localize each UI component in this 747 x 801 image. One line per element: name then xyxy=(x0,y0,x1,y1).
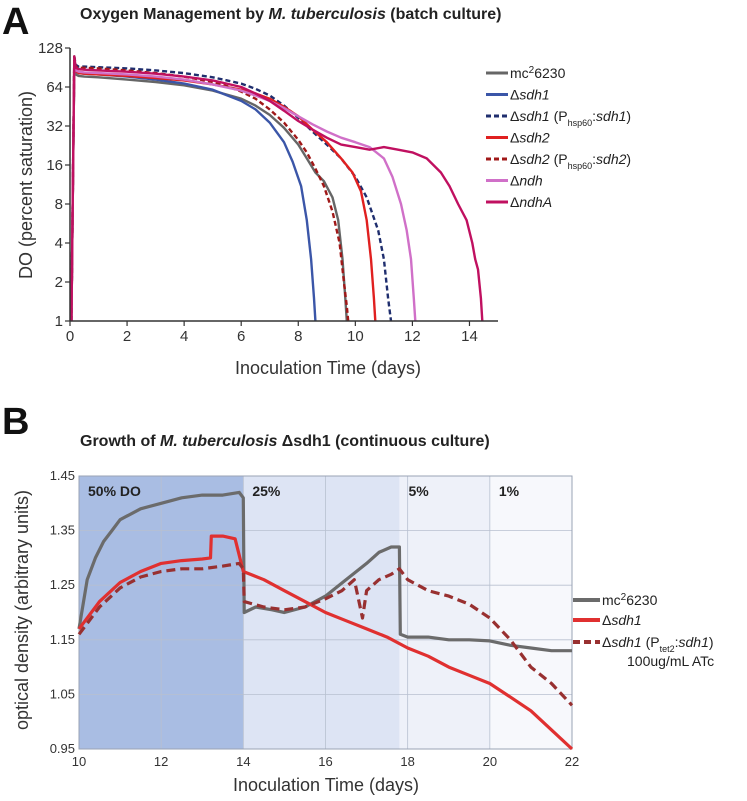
panel-a-x-tick-label: 8 xyxy=(294,328,302,345)
panel-a-y-tick-label: 2 xyxy=(55,274,63,291)
panel-b: B Growth of M. tuberculosis Δsdh1 (conti… xyxy=(2,401,714,795)
panel-b-legend: mc26230 Δsdh1 Δsdh1 (Ptet2:sdh1)100ug/mL A… xyxy=(573,592,714,669)
panel-b-y-axis-label: optical density (arbitrary units) xyxy=(12,490,32,730)
panel-b-x-tick-label: 16 xyxy=(318,754,332,769)
panel-a-title: Oxygen Management by M. tuberculosis (ba… xyxy=(80,6,501,23)
panel-b-plot-frame xyxy=(78,475,573,750)
panel-b-x-axis-label: Inoculation Time (days) xyxy=(233,775,419,795)
panel-b-series-line-sdh1 xyxy=(77,534,574,751)
panel-a-legend-entry: mc26230 xyxy=(510,65,566,82)
panel-a-legend-entry: Δsdh1 (Phsp60:sdh1) xyxy=(510,108,631,128)
panel-a-x-tick-label: 14 xyxy=(461,328,478,345)
panel-b-legend-entry: Δsdh1 (Ptet2:sdh1) xyxy=(602,634,714,654)
panel-b-series-line-sdh1-ptet2-sdh1-100ug-ml-atc xyxy=(77,561,574,707)
panel-b-x-tick-label: 10 xyxy=(72,754,86,769)
panel-a-x-ticks: 0 2 4 6 8 10 12 14 xyxy=(66,321,478,345)
panel-a-x-tick-label: 4 xyxy=(180,328,188,345)
panel-a-x-tick-label: 6 xyxy=(237,328,245,345)
panel-a-x-tick-label: 10 xyxy=(347,328,364,345)
panel-b-x-tick-label: 20 xyxy=(483,754,497,769)
panel-a-y-axis-label: DO (percent saturation) xyxy=(16,91,36,279)
panel-a-series-line-sdh1-phsp60-sdh1 xyxy=(70,55,393,322)
panel-a-x-tick-label: 2 xyxy=(123,328,131,345)
panel-a-legend-entry: Δndh xyxy=(510,173,543,189)
panel-a-legend-entry: Δsdh2 (Phsp60:sdh2) xyxy=(510,151,631,171)
panel-a-y-tick-label: 1 xyxy=(55,313,63,330)
panel-b-y-tick-label: 1.15 xyxy=(50,632,75,647)
panel-a-axes xyxy=(69,48,498,322)
panel-b-y-tick-label: 1.05 xyxy=(50,686,75,701)
panel-b-letter: B xyxy=(2,401,29,443)
panel-b-x-ticks: 10 12 14 16 18 20 22 xyxy=(72,754,579,769)
panel-b-x-tick-label: 12 xyxy=(154,754,168,769)
panel-a-legend: mc26230 Δsdh1 Δsdh1 (Phsp60:sdh1) Δsdh2 Δsdh… xyxy=(486,65,631,210)
panel-a-x-tick-label: 12 xyxy=(404,328,421,345)
panel-a-y-ticks: 1 2 4 8 16 32 64 128 xyxy=(38,40,70,330)
panel-a-series xyxy=(70,55,484,322)
panel-b-y-tick-label: 0.95 xyxy=(50,741,75,756)
panel-b-legend-entry: Δsdh1 xyxy=(602,612,642,628)
panel-a: A Oxygen Management by M. tuberculosis (… xyxy=(2,1,631,378)
panel-a-letter: A xyxy=(2,1,29,43)
panel-b-phase-label: 5% xyxy=(408,483,429,499)
panel-a-y-tick-label: 8 xyxy=(55,196,63,213)
panel-b-x-tick-label: 18 xyxy=(400,754,414,769)
panel-a-legend-entry: Δsdh1 xyxy=(510,87,550,103)
panel-b-series xyxy=(77,490,574,751)
panel-b-legend-entry: mc26230 xyxy=(602,592,658,609)
panel-a-y-tick-label: 64 xyxy=(46,79,63,96)
panel-b-phase-label: 50% DO xyxy=(88,483,141,499)
panel-b-phase-label: 25% xyxy=(252,483,281,499)
panel-b-x-tick-label: 14 xyxy=(236,754,250,769)
panel-b-x-tick-label: 22 xyxy=(565,754,579,769)
panel-b-series-line-mc-6230 xyxy=(77,490,572,653)
panel-b-phase-band-1 xyxy=(489,476,572,749)
panel-a-series-line-ndha xyxy=(70,55,484,322)
panel-a-y-tick-label: 128 xyxy=(38,40,63,57)
panel-a-legend-entry: Δsdh2 xyxy=(510,130,550,146)
panel-b-phase-label: 1% xyxy=(499,483,520,499)
panel-a-x-tick-label: 0 xyxy=(66,328,74,345)
panel-a-x-axis-label: Inoculation Time (days) xyxy=(235,358,421,378)
panel-b-y-tick-label: 1.45 xyxy=(50,468,75,483)
panel-b-phase-band-5 xyxy=(399,476,490,749)
panel-b-legend-entry-line2: 100ug/mL ATc xyxy=(627,653,714,669)
panel-b-title: Growth of M. tuberculosis Δsdh1 (continu… xyxy=(80,433,490,450)
panel-b-phase-band-25 xyxy=(243,476,400,749)
panel-b-y-tick-label: 1.35 xyxy=(50,523,75,538)
panel-a-series-line-sdh2-phsp60-sdh2 xyxy=(70,55,350,322)
panel-a-y-tick-label: 4 xyxy=(55,235,63,252)
panel-a-y-tick-label: 32 xyxy=(46,118,63,135)
panel-a-series-line-ndh xyxy=(70,60,417,322)
panel-b-y-tick-label: 1.25 xyxy=(50,577,75,592)
panel-a-y-tick-label: 16 xyxy=(46,157,63,174)
panel-b-y-ticks: 0.95 1.05 1.15 1.25 1.35 1.45 xyxy=(50,468,75,756)
panel-a-legend-entry: ΔndhA xyxy=(510,194,552,210)
panel-a-series-line-mc-6230 xyxy=(70,60,348,322)
